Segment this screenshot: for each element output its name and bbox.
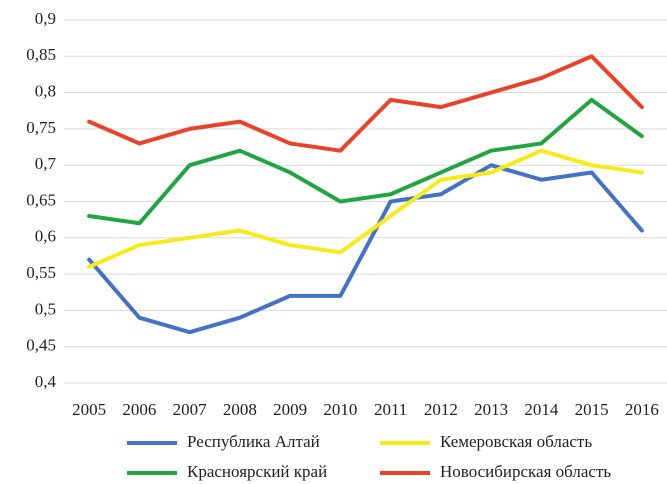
x-tick-label: 2016 — [625, 400, 659, 419]
x-tick-label: 2012 — [424, 400, 458, 419]
y-tick-label: 0,6 — [35, 227, 56, 246]
x-tick-label: 2005 — [72, 400, 106, 419]
y-tick-label: 0,75 — [26, 118, 56, 137]
x-tick-label: 2006 — [122, 400, 156, 419]
x-tick-label: 2011 — [374, 400, 407, 419]
legend-label: Красноярский край — [187, 462, 327, 481]
series-line — [87, 148, 644, 269]
x-tick-label: 2008 — [223, 400, 257, 419]
x-tick-label: 2010 — [323, 400, 357, 419]
x-tick-label: 2007 — [173, 400, 208, 419]
x-tick-label: 2013 — [474, 400, 508, 419]
y-tick-label: 0,45 — [26, 336, 56, 355]
y-tick-label: 0,5 — [35, 299, 56, 318]
y-tick-label: 0,55 — [26, 263, 56, 282]
x-tick-label: 2014 — [524, 400, 559, 419]
series-line — [87, 163, 644, 335]
x-tick-label: 2015 — [575, 400, 609, 419]
series-line — [87, 97, 644, 226]
y-tick-label: 0,9 — [35, 9, 56, 28]
y-tick-label: 0,65 — [26, 190, 56, 209]
x-tick-label: 2009 — [273, 400, 307, 419]
legend-label: Новосибирская область — [440, 462, 611, 481]
y-tick-label: 0,8 — [35, 82, 56, 101]
y-tick-label: 0,7 — [35, 154, 57, 173]
legend-label: Республика Алтай — [187, 432, 320, 451]
y-tick-label: 0,85 — [26, 45, 56, 64]
y-tick-label: 0,4 — [35, 372, 57, 391]
legend-label: Кемеровская область — [440, 432, 592, 451]
series-line — [87, 54, 644, 153]
